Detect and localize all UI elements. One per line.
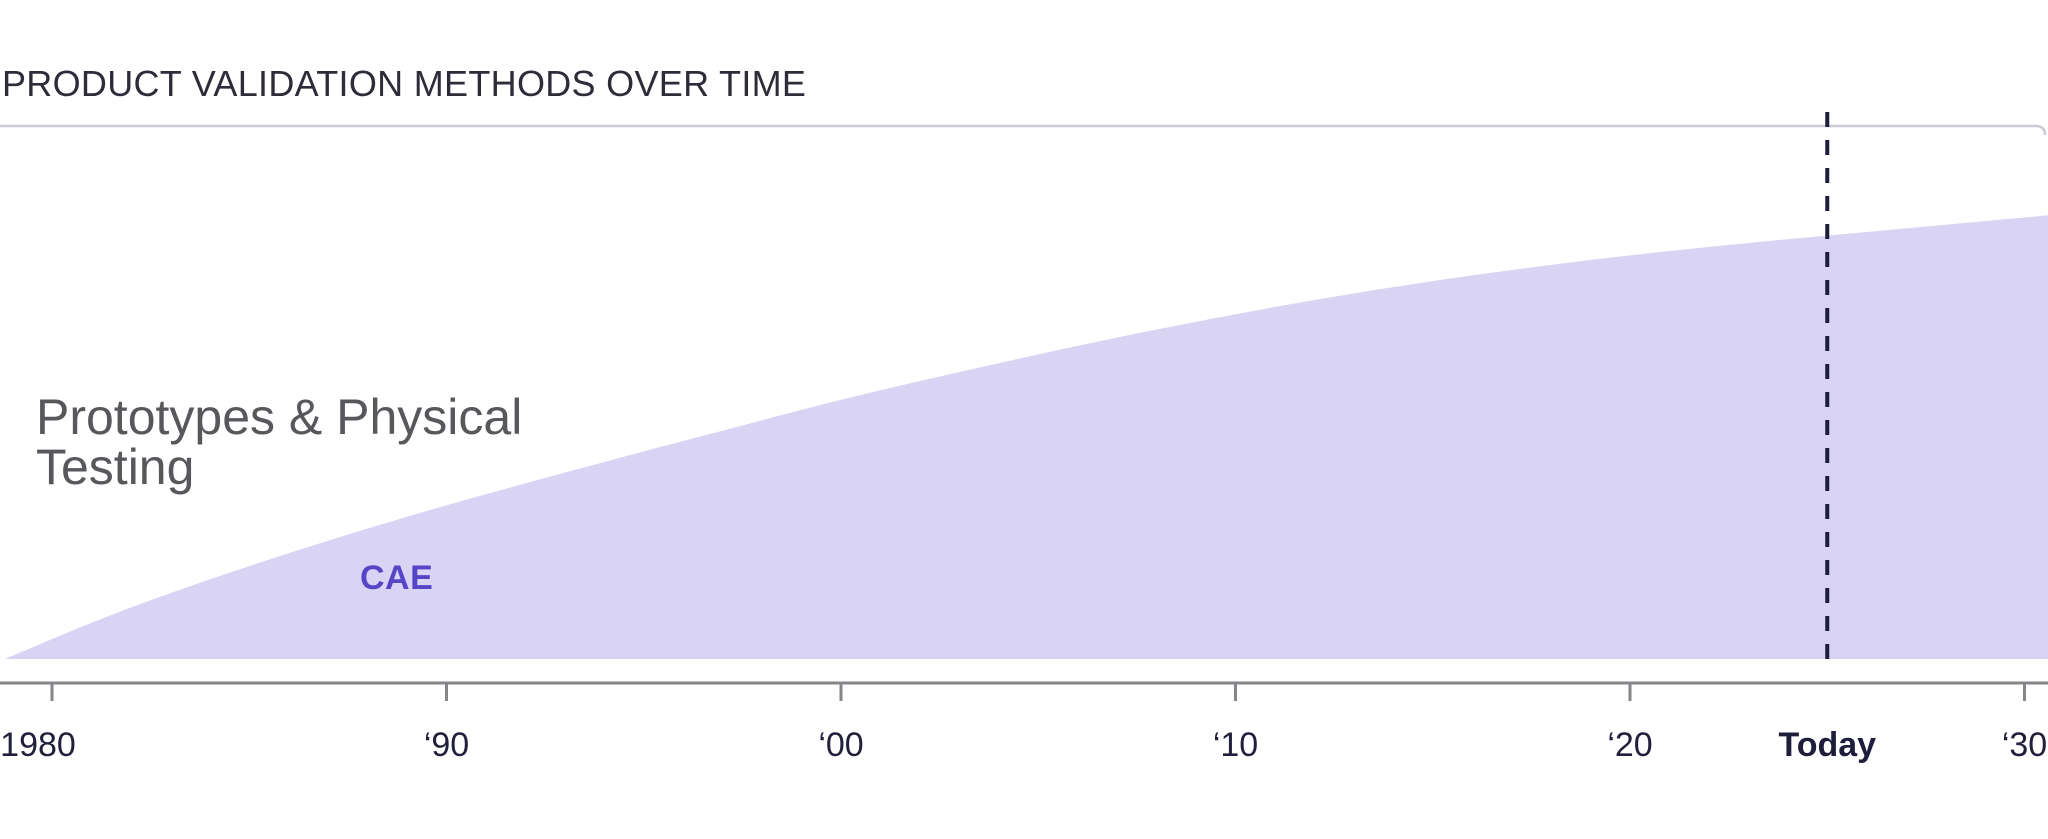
- x-tick-label-2020: ‘20: [1607, 726, 1653, 764]
- chart-title: PRODUCT VALIDATION METHODS OVER TIME: [2, 63, 807, 104]
- series-label-prototypes-physical-testing: Prototypes & Physical Testing: [36, 389, 523, 495]
- x-tick-label-2010: ‘10: [1212, 726, 1259, 764]
- x-tick-label-1990: ‘90: [423, 726, 470, 764]
- cae-area: [4, 215, 2048, 659]
- x-tick-label-today: Today: [1778, 726, 1877, 764]
- x-tick-label-2000: ‘00: [818, 726, 864, 764]
- x-tick-label-2030: ‘30: [2001, 726, 2048, 764]
- top-divider-line: [0, 124, 2047, 136]
- x-tick-label-1980: 1980: [0, 726, 76, 764]
- series-label-cae: CAE: [360, 559, 434, 597]
